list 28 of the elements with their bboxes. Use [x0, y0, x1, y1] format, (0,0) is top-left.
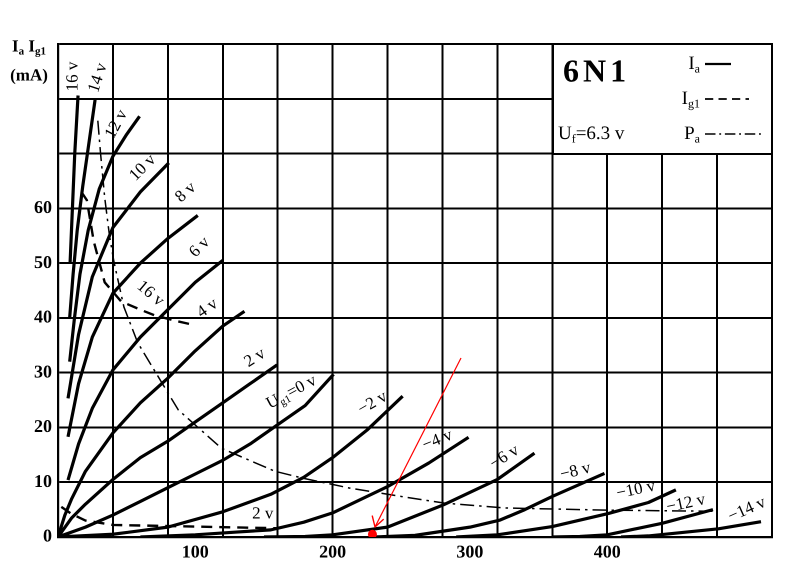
y-tick-label: 10	[34, 470, 52, 491]
y-tick-label: 30	[34, 361, 52, 382]
annotation: −6 v	[486, 440, 522, 473]
annotation: −12 v	[664, 489, 708, 516]
x-tick-label: 400	[594, 541, 621, 562]
annotation: −10 v	[614, 475, 658, 502]
chart-title: 6N1	[563, 52, 630, 88]
annotation: −2 v	[354, 386, 391, 418]
annotation: −4 v	[419, 424, 456, 454]
y-tick-label: 50	[34, 252, 52, 272]
annotation: 10 v	[124, 150, 160, 184]
y-tick-label: 20	[34, 416, 52, 436]
annotation: 2 v	[252, 504, 274, 523]
annotation: 16 v	[134, 276, 169, 310]
annotation: 4 v	[192, 293, 222, 322]
annotation: 2 v	[240, 343, 269, 371]
annotation: −14 v	[724, 492, 769, 526]
x-tick-label: 300	[456, 541, 484, 562]
annotation: 8 v	[170, 177, 200, 206]
annotation: 6 v	[184, 232, 214, 261]
y-tick-label: 60	[34, 196, 52, 217]
x-tick-label: 100	[182, 541, 209, 562]
annotation: 14 v	[83, 60, 111, 95]
y-tick-label: 0	[43, 526, 52, 546]
x-tick-label: 200	[319, 541, 346, 562]
annotation: 16 v	[62, 61, 82, 92]
annotation: −8 v	[558, 457, 593, 484]
y-tick-label: 40	[34, 306, 52, 327]
